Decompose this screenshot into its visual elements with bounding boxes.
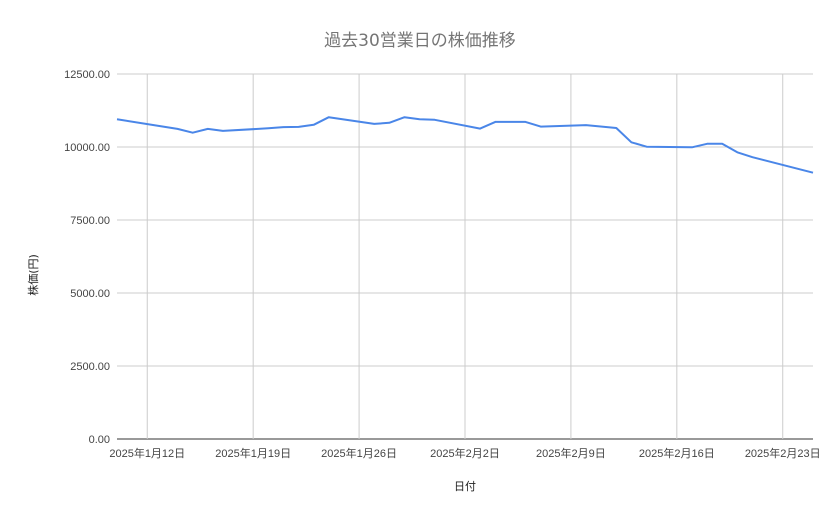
x-tick-label: 2025年2月2日 [430, 446, 500, 460]
y-axis-label: 株価(円) [26, 254, 40, 296]
grid [117, 73, 813, 440]
y-tick-labels: 0.00 2500.00 5000.00 7500.00 10000.00 12500.0… [64, 69, 110, 446]
x-tick-labels: 2025年1月12日 2025年1月19日 2025年1月26日 2025年2月2日 2… [109, 446, 820, 460]
y-tick-label: 7500.00 [70, 215, 110, 227]
x-tick-label: 2025年1月12日 [109, 446, 185, 460]
price-line [116, 116, 814, 174]
x-tick-label: 2025年1月19日 [215, 446, 291, 460]
chart-title: 過去30営業日の株価推移 [324, 31, 516, 51]
x-tick-label: 2025年2月16日 [639, 446, 715, 460]
y-tick-label: 10000.00 [64, 142, 110, 154]
y-tick-label: 5000.00 [70, 288, 110, 300]
x-tick-label: 2025年2月23日 [745, 446, 821, 460]
x-axis-label: 日付 [454, 480, 476, 493]
x-tick-label: 2025年1月26日 [321, 446, 397, 460]
y-tick-label: 12500.00 [64, 69, 110, 81]
y-tick-label: 0.00 [89, 434, 110, 446]
x-tick-label: 2025年2月9日 [536, 446, 606, 460]
y-tick-label: 2500.00 [70, 361, 110, 373]
series [116, 116, 814, 174]
